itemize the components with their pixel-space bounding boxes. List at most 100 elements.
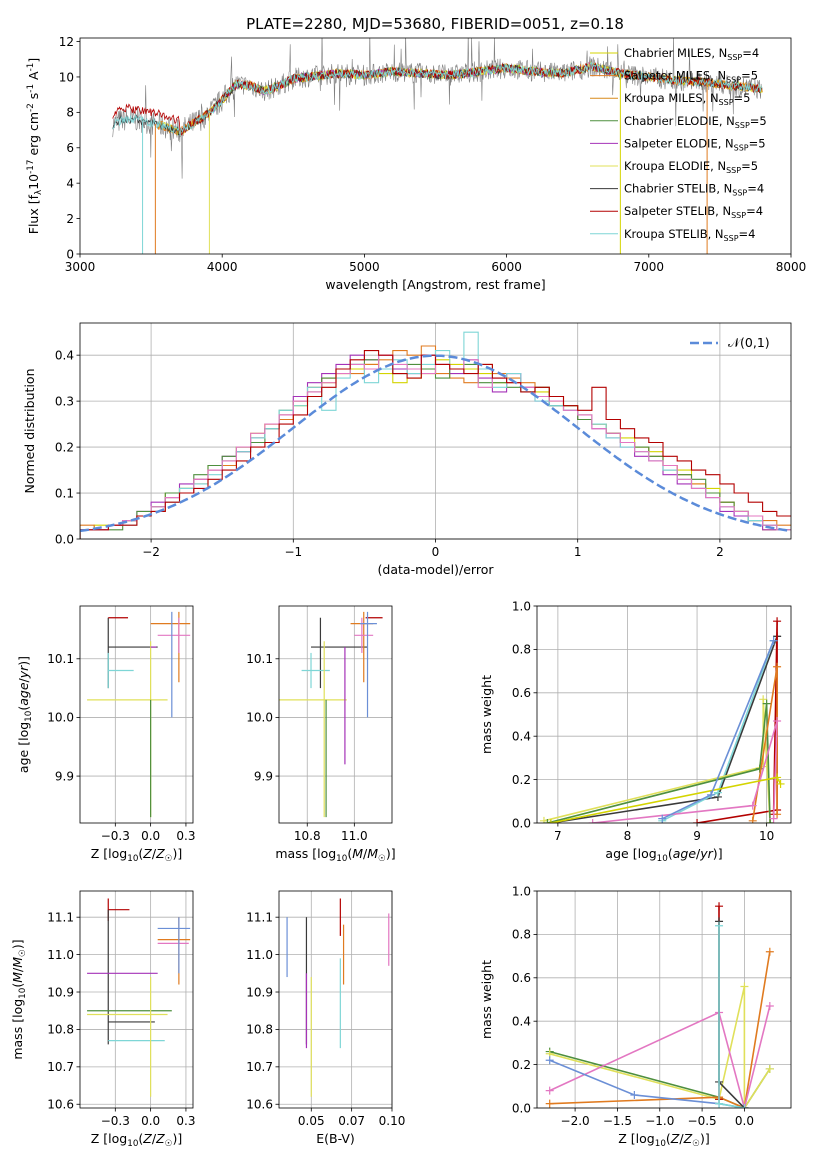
chart-residuals: −2 −1 0 1 2 0.0 0.1 0.2 0.3 0.4 (data-model)/error… [22, 322, 792, 577]
y-tick-label: 0.4 [512, 730, 531, 744]
x-tick-label: 0.0 [141, 829, 160, 843]
x-tick-label: 0.05 [298, 1114, 325, 1128]
x-axis-label: age [log10(age/yr)] [605, 846, 722, 864]
x-tick-label: −1.5 [603, 1114, 632, 1128]
chart-weight-vs-Z: −2.0 −1.5 −1.0 −0.5 0.0 0.0 0.2 0.4 0.6 0.8 1.0 Z [… [479, 884, 792, 1149]
weight-marker [715, 902, 724, 911]
weight-marker [543, 819, 552, 823]
axes-frame [79, 890, 194, 1109]
weight-marker [706, 790, 715, 799]
chart-mass-vs-EBV: 0.05 0.07 0.10 10.6 10.7 10.8 10.9 11.0 11.1 E(B-… [246, 890, 406, 1146]
legend-label: 𝒩(0,1) [728, 335, 770, 350]
weight-marker [545, 1086, 554, 1095]
chart-spectrum: 3000 4000 5000 6000 7000 8000 0 2 4 6 8 10 12 wavelen… [26, 35, 807, 292]
weight-marker [693, 819, 702, 823]
y-tick-label: 2 [66, 212, 74, 226]
x-tick-label: 0.0 [735, 1114, 754, 1128]
y-axis-label: Normed distribution [22, 368, 37, 493]
y-tick-label: 12 [59, 35, 74, 49]
y-tick-label: 10.7 [246, 1060, 273, 1074]
weight-marker [630, 1090, 639, 1099]
y-tick-label: 9.9 [254, 769, 273, 783]
weight-marker [773, 662, 782, 671]
errorbar-point [301, 652, 330, 689]
weight-marker [748, 816, 757, 823]
legend-label: Chabrier STELIB, NSSP=4 [624, 182, 764, 198]
weight-marker [748, 801, 757, 810]
x-tick-label: 0 [432, 545, 440, 559]
x-axis-label: wavelength [Angstrom, rest frame] [325, 277, 545, 292]
x-axis-label: mass [log10(M/M☉)] [275, 846, 395, 864]
weight-marker [539, 816, 548, 823]
weight-marker [769, 636, 778, 645]
weight-line [550, 636, 778, 823]
errorbar-point [359, 611, 377, 718]
errorbar-point [107, 909, 155, 1045]
x-tick-label: 1 [574, 545, 582, 559]
x-tick-label: 10.8 [294, 829, 321, 843]
y-tick-label: 0.8 [512, 928, 531, 942]
weight-marker [765, 1002, 774, 1011]
weight-line [549, 1005, 771, 1108]
y-tick-label: 1.0 [512, 599, 531, 613]
errorbar-point [87, 977, 168, 1097]
axes-frame [79, 37, 792, 255]
y-tick-label: 0 [66, 247, 74, 261]
y-tick-label: 10.8 [47, 1023, 74, 1037]
legend: 𝒩(0,1) [690, 335, 770, 350]
y-axis-label: Flux [fλ10-17 erg cm-2 s-1 A-1] [26, 58, 44, 235]
y-tick-label: 11.1 [246, 910, 273, 924]
x-tick-label: 8000 [776, 260, 807, 274]
chart-weight-vs-age: 7 8 9 10 0.0 0.2 0.4 0.6 0.8 1.0 age [log10(age/yr… [479, 599, 792, 864]
y-tick-label: 0.3 [55, 394, 74, 408]
x-tick-label: 0.10 [379, 1114, 406, 1128]
x-tick-label: −0.3 [101, 1114, 130, 1128]
weight-marker [776, 779, 785, 788]
plot-area [545, 902, 774, 1108]
x-tick-label: 11.0 [341, 829, 368, 843]
x-axis-label: (data-model)/error [378, 562, 495, 577]
x-tick-label: −1.0 [645, 1114, 674, 1128]
y-tick-label: 11.0 [47, 948, 74, 962]
plot-area [539, 617, 785, 823]
x-tick-label: −0.3 [101, 829, 130, 843]
weight-marker [765, 1064, 774, 1073]
x-tick-label: 7 [554, 829, 562, 843]
x-tick-label: 6000 [491, 260, 522, 274]
weight-marker [658, 814, 667, 823]
weight-marker [773, 617, 782, 626]
weight-marker [740, 982, 749, 991]
legend-label: Kroupa STELIB, NSSP=4 [624, 227, 755, 243]
x-tick-label: 0.3 [176, 1114, 195, 1128]
chart-age-vs-Z: −0.3 0.0 0.3 9.9 10.0 10.1 Z [log10(Z/Z☉)] age … [16, 605, 195, 864]
weight-line [547, 703, 771, 823]
y-tick-label: 11.0 [246, 948, 273, 962]
x-axis-label: Z [log10(Z/Z☉)] [618, 1131, 710, 1149]
y-tick-label: 0.6 [512, 686, 531, 700]
errorbar-point [87, 641, 168, 818]
weight-marker [759, 695, 768, 704]
legend-label: Salpeter ELODIE, NSSP=5 [624, 136, 766, 152]
y-tick-label: 9.9 [55, 769, 74, 783]
errorbar-point [157, 917, 191, 985]
x-axis-label: Z [log10(Z/Z☉)] [91, 846, 183, 864]
histogram-step [80, 354, 791, 539]
plot-area [87, 898, 191, 1097]
y-tick-label: 0.1 [55, 486, 74, 500]
y-axis-label: age [log10(age/yr)] [16, 656, 34, 773]
x-tick-label: 0.0 [141, 1114, 160, 1128]
y-tick-label: 8 [66, 106, 74, 120]
errorbar-point [311, 617, 368, 689]
y-tick-label: 0.6 [512, 971, 531, 985]
errorbar-point [279, 641, 347, 818]
x-tick-label: −1 [284, 545, 302, 559]
y-axis-label: mass weight [479, 675, 494, 754]
x-tick-label: 5000 [349, 260, 380, 274]
y-tick-label: 0.0 [55, 532, 74, 546]
x-tick-label: 4000 [207, 260, 238, 274]
x-tick-label: 3000 [65, 260, 96, 274]
x-tick-label: −2 [142, 545, 160, 559]
weight-marker [546, 819, 555, 823]
plot-area [80, 331, 791, 539]
